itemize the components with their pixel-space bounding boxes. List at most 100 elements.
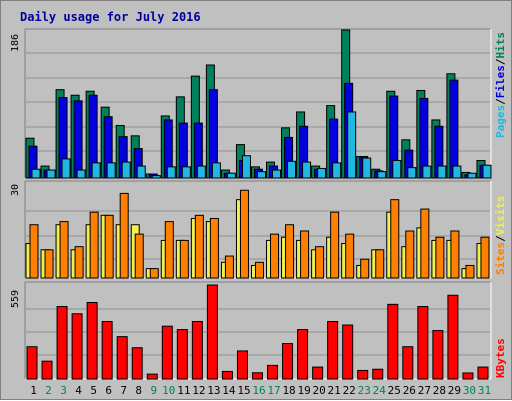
bar-pages-day-10 — [166, 166, 176, 179]
bar-pages-day-23 — [362, 157, 372, 179]
x-tick-label-day-14: 14 — [222, 384, 236, 397]
x-tick-label-day-4: 4 — [75, 384, 82, 397]
x-tick-label-day-21: 21 — [328, 384, 341, 397]
x-tick-label-day-3: 3 — [60, 384, 67, 397]
bar-sites-day-14 — [224, 255, 234, 279]
bar-pages-day-19 — [302, 161, 312, 179]
bar-kbytes-day-20 — [312, 366, 324, 380]
bar-pages-day-30 — [467, 172, 477, 179]
bar-pages-day-3 — [61, 158, 71, 179]
bar-sites-day-11 — [179, 239, 189, 279]
bar-pages-day-7 — [121, 161, 131, 179]
bar-pages-day-12 — [196, 165, 206, 179]
bar-pages-day-31 — [482, 164, 492, 179]
bar-sites-day-24 — [375, 249, 385, 279]
bar-pages-day-11 — [181, 166, 191, 179]
x-tick-label-day-25: 25 — [388, 384, 401, 397]
bar-kbytes-day-15 — [236, 350, 248, 380]
x-tick-label-day-18: 18 — [282, 384, 295, 397]
bar-sites-day-4 — [74, 246, 84, 279]
legend-hits: Hits — [494, 32, 507, 59]
bar-kbytes-day-16 — [251, 372, 263, 380]
bar-pages-day-26 — [407, 167, 417, 179]
bar-kbytes-day-8 — [131, 347, 143, 380]
x-tick-label-day-29: 29 — [448, 384, 461, 397]
bar-kbytes-day-6 — [101, 320, 113, 380]
legend-visits: Visits — [494, 196, 507, 236]
bar-pages-day-17 — [272, 169, 282, 179]
bar-kbytes-day-1 — [26, 346, 38, 380]
bar-pages-day-4 — [76, 169, 86, 179]
bar-kbytes-day-19 — [297, 329, 309, 380]
bar-kbytes-day-21 — [327, 320, 339, 380]
bar-pages-day-28 — [437, 165, 447, 179]
bar-sites-day-16 — [254, 261, 264, 279]
bar-sites-day-23 — [360, 258, 370, 279]
bar-kbytes-day-30 — [462, 372, 474, 380]
bar-kbytes-day-28 — [432, 330, 444, 380]
x-tick-label-day-10: 10 — [162, 384, 175, 397]
x-tick-label-day-17: 17 — [267, 384, 280, 397]
bar-kbytes-day-18 — [282, 343, 294, 380]
x-tick-label-day-13: 13 — [207, 384, 220, 397]
bar-kbytes-day-4 — [71, 313, 83, 380]
bar-kbytes-day-5 — [86, 301, 98, 380]
chart-title: Daily usage for July 2016 — [20, 10, 201, 24]
bar-pages-day-14 — [226, 172, 236, 179]
bar-kbytes-day-25 — [387, 303, 399, 380]
bar-pages-day-20 — [317, 167, 327, 179]
bar-sites-day-12 — [194, 214, 204, 279]
bar-kbytes-day-22 — [342, 324, 354, 380]
x-tick-label-day-20: 20 — [313, 384, 326, 397]
legend-sites: Sites — [494, 242, 507, 275]
ymax-label-2: 559 — [10, 290, 21, 308]
bar-kbytes-day-9 — [146, 373, 158, 380]
bar-pages-day-13 — [211, 162, 221, 179]
x-tick-label-day-24: 24 — [373, 384, 387, 397]
bar-sites-day-5 — [89, 211, 99, 279]
bar-kbytes-day-7 — [116, 336, 128, 380]
bar-sites-day-17 — [270, 233, 280, 279]
bar-sites-day-31 — [480, 236, 490, 279]
x-tick-label-day-31: 31 — [478, 384, 491, 397]
bar-pages-day-8 — [136, 165, 146, 179]
bar-kbytes-day-11 — [176, 329, 188, 380]
bar-sites-day-10 — [164, 221, 174, 279]
bar-kbytes-day-26 — [402, 346, 414, 380]
x-tick-label-day-11: 11 — [177, 384, 190, 397]
x-tick-label-day-6: 6 — [105, 384, 112, 397]
bar-pages-day-21 — [332, 162, 342, 179]
bar-pages-day-15 — [241, 155, 251, 179]
bar-kbytes-day-17 — [267, 364, 279, 380]
bar-files-day-29 — [449, 79, 459, 179]
bar-sites-day-20 — [315, 246, 325, 279]
bar-pages-day-25 — [392, 159, 402, 179]
bar-kbytes-day-27 — [417, 306, 429, 380]
legend-kbytes: KBytes — [494, 338, 507, 378]
x-tick-label-day-26: 26 — [403, 384, 416, 397]
bar-pages-day-1 — [31, 168, 41, 179]
x-tick-label-day-19: 19 — [297, 384, 310, 397]
bar-pages-day-5 — [91, 162, 101, 179]
bar-pages-day-6 — [106, 162, 116, 179]
bar-sites-day-27 — [420, 208, 430, 279]
bar-pages-day-2 — [46, 169, 56, 179]
x-tick-label-day-12: 12 — [192, 384, 205, 397]
x-tick-label-day-16: 16 — [252, 384, 265, 397]
bar-pages-day-16 — [256, 171, 266, 179]
bar-pages-day-18 — [287, 160, 297, 179]
x-tick-label-day-15: 15 — [237, 384, 250, 397]
bar-sites-day-1 — [29, 224, 39, 279]
x-tick-label-day-22: 22 — [343, 384, 356, 397]
x-tick-label-day-8: 8 — [135, 384, 142, 397]
bar-pages-day-9 — [151, 175, 161, 179]
x-tick-label-day-7: 7 — [120, 384, 127, 397]
bar-sites-day-18 — [285, 224, 295, 279]
bar-sites-day-3 — [59, 221, 69, 279]
bar-sites-day-21 — [330, 211, 340, 279]
x-tick-label-day-1: 1 — [30, 384, 37, 397]
bar-kbytes-day-3 — [56, 306, 68, 380]
bar-pages-day-24 — [377, 171, 387, 179]
bar-sites-day-9 — [149, 268, 159, 279]
